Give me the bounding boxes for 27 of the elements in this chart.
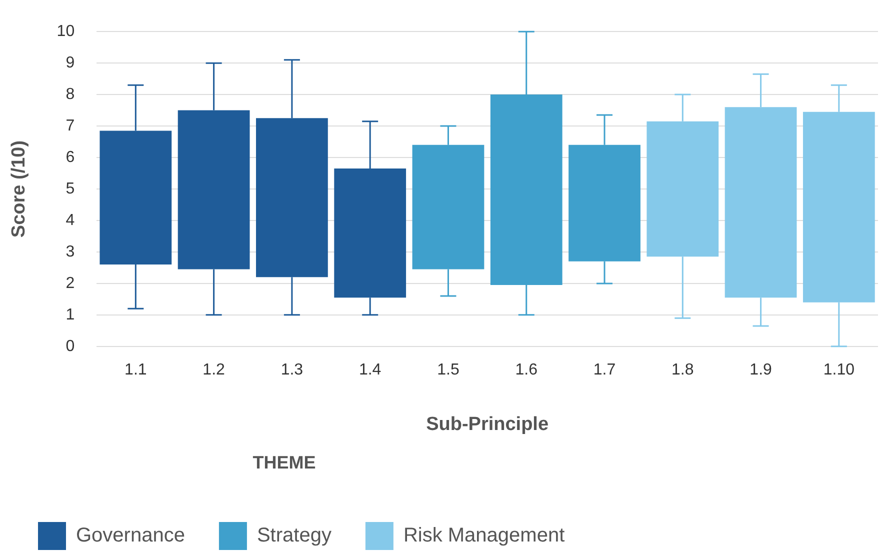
y-tick-label: 5 bbox=[66, 180, 75, 198]
y-tick-label: 1 bbox=[66, 306, 75, 324]
y-tick-label: 10 bbox=[56, 23, 75, 40]
x-tick-label: 1.4 bbox=[358, 361, 382, 378]
y-tick-label: 4 bbox=[66, 212, 75, 229]
y-tick-label: 8 bbox=[66, 86, 75, 103]
legend-label: Governance bbox=[76, 524, 185, 547]
x-tick-label: 1.2 bbox=[202, 361, 226, 378]
x-tick-label: 1.8 bbox=[672, 361, 694, 378]
x-tick-label: 1.3 bbox=[280, 361, 304, 378]
y-tick-label: 3 bbox=[66, 243, 75, 260]
x-axis-title: Sub-Principle bbox=[426, 414, 549, 436]
y-tick-label: 2 bbox=[66, 274, 75, 292]
x-tick-label: 1.1 bbox=[124, 361, 147, 378]
x-tick-label: 1.6 bbox=[515, 361, 538, 378]
y-axis-title: Score (/10) bbox=[8, 140, 30, 238]
y-tick-label: 0 bbox=[66, 338, 75, 355]
x-tick-label: 1.10 bbox=[823, 361, 855, 378]
legend-label: Risk Management bbox=[403, 524, 566, 547]
y-tick-label: 9 bbox=[66, 54, 75, 72]
y-tick-label: 6 bbox=[66, 148, 75, 166]
x-tick-label: 1.5 bbox=[437, 361, 460, 378]
x-tick-label: 1.7 bbox=[593, 361, 616, 378]
y-tick-label: 7 bbox=[66, 117, 75, 134]
legend-label: Strategy bbox=[256, 524, 332, 547]
legend-title: THEME bbox=[252, 452, 316, 472]
x-tick-label: 1.9 bbox=[750, 361, 772, 378]
